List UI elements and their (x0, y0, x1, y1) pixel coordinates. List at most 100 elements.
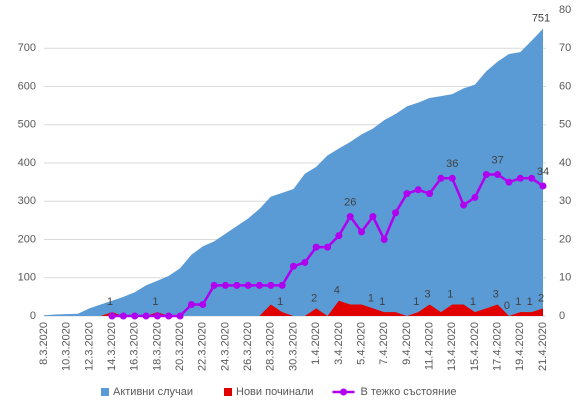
x-tick-label: 11.4.2020 (423, 322, 435, 370)
point (335, 232, 343, 240)
x-tick-label: 20.3.2020 (174, 322, 186, 371)
y-tick-label: 300 (18, 195, 36, 207)
point (346, 213, 354, 221)
point (301, 258, 309, 266)
x-tick-label: 10.3.2020 (61, 322, 73, 371)
point (108, 312, 116, 320)
point (233, 281, 241, 289)
x-tick-label: 8.3.2020 (38, 322, 50, 365)
point (516, 174, 524, 182)
point (494, 170, 502, 178)
point (403, 190, 411, 198)
data-label: 1 (515, 296, 521, 308)
y-tick-label: 500 (18, 119, 36, 131)
y-tick-label: 0 (30, 310, 36, 322)
point (142, 312, 150, 320)
x-tick-label: 3.4.2020 (333, 322, 345, 365)
point (505, 178, 513, 186)
point (119, 312, 127, 320)
y-tick-label: 100 (18, 272, 36, 284)
x-tick-label: 9.4.2020 (401, 322, 413, 365)
data-label: 1 (470, 296, 476, 308)
y-tick-label: 700 (18, 42, 36, 54)
point (460, 201, 468, 209)
x-tick-label: 19.4.2020 (514, 322, 526, 371)
point (528, 174, 536, 182)
point (131, 312, 139, 320)
data-label: 1 (277, 296, 283, 308)
point (153, 312, 161, 320)
x-tick-label: 7.4.2020 (378, 322, 390, 365)
point (187, 301, 195, 309)
point (312, 243, 320, 251)
x-tick-label: 5.4.2020 (355, 322, 367, 365)
point (471, 193, 479, 201)
data-label: 4 (334, 285, 340, 297)
x-tick-label: 21.4.2020 (537, 322, 549, 371)
y-tick-label: 400 (18, 157, 36, 169)
point (199, 301, 207, 309)
y-tick-label: 600 (18, 80, 36, 92)
legend-label: Нови починали (236, 386, 314, 398)
x-tick-label: 26.3.2020 (242, 322, 254, 371)
data-label: 1 (413, 296, 419, 308)
point (221, 281, 229, 289)
legend-label: Активни случаи (113, 386, 193, 398)
point (448, 174, 456, 182)
x-tick-label: 1.4.2020 (310, 322, 322, 365)
point (482, 170, 490, 178)
x-tick-label: 16.3.2020 (129, 322, 141, 371)
x-tick-label: 17.4.2020 (492, 322, 504, 371)
y2-tick-label: 70 (559, 42, 571, 54)
point (176, 312, 184, 320)
x-tick-label: 28.3.2020 (265, 322, 277, 371)
data-label: 26 (344, 196, 356, 208)
area (44, 28, 543, 317)
data-label: 37 (492, 154, 504, 166)
legend-swatch (340, 388, 347, 396)
y2-tick-label: 80 (559, 4, 571, 16)
data-label: 0 (504, 300, 510, 312)
point (210, 281, 218, 289)
point (358, 228, 366, 236)
y2-tick-label: 60 (559, 80, 571, 92)
data-label: 1 (379, 296, 385, 308)
y2-tick-label: 50 (559, 119, 571, 131)
data-label: 36 (446, 158, 458, 170)
point (165, 312, 173, 320)
x-tick-label: 13.4.2020 (446, 322, 458, 371)
x-tick-label: 12.3.2020 (83, 322, 95, 371)
point (290, 262, 297, 270)
x-tick-label: 30.3.2020 (287, 322, 299, 371)
y2-tick-label: 30 (559, 195, 571, 207)
data-label: 1 (368, 292, 374, 304)
data-label: 1 (152, 296, 158, 308)
point (414, 186, 422, 194)
x-tick-label: 14.3.2020 (106, 322, 118, 371)
point (244, 281, 252, 289)
legend-swatch (101, 388, 109, 396)
data-label: 1 (447, 288, 453, 300)
area (44, 300, 543, 316)
y-tick-label: 200 (18, 233, 36, 245)
data-label: 3 (425, 288, 431, 300)
point (539, 182, 547, 190)
data-label: 34 (537, 166, 549, 178)
y2-tick-label: 10 (559, 272, 571, 284)
y2-tick-label: 20 (559, 233, 571, 245)
x-tick-label: 18.3.2020 (151, 322, 163, 371)
point (380, 236, 388, 243)
y2-tick-label: 0 (559, 310, 565, 322)
y2-tick-label: 40 (559, 157, 571, 169)
data-label: 2 (538, 292, 544, 304)
point (392, 209, 400, 217)
legend-swatch (224, 388, 232, 396)
data-label: 1 (527, 296, 533, 308)
point (324, 243, 332, 251)
data-label: 751 (532, 13, 550, 25)
data-label: 2 (311, 292, 317, 304)
point (426, 190, 434, 198)
data-label: 1 (107, 296, 113, 308)
x-tick-label: 24.3.2020 (219, 322, 231, 371)
legend-label: В тежко състояние (361, 386, 457, 398)
